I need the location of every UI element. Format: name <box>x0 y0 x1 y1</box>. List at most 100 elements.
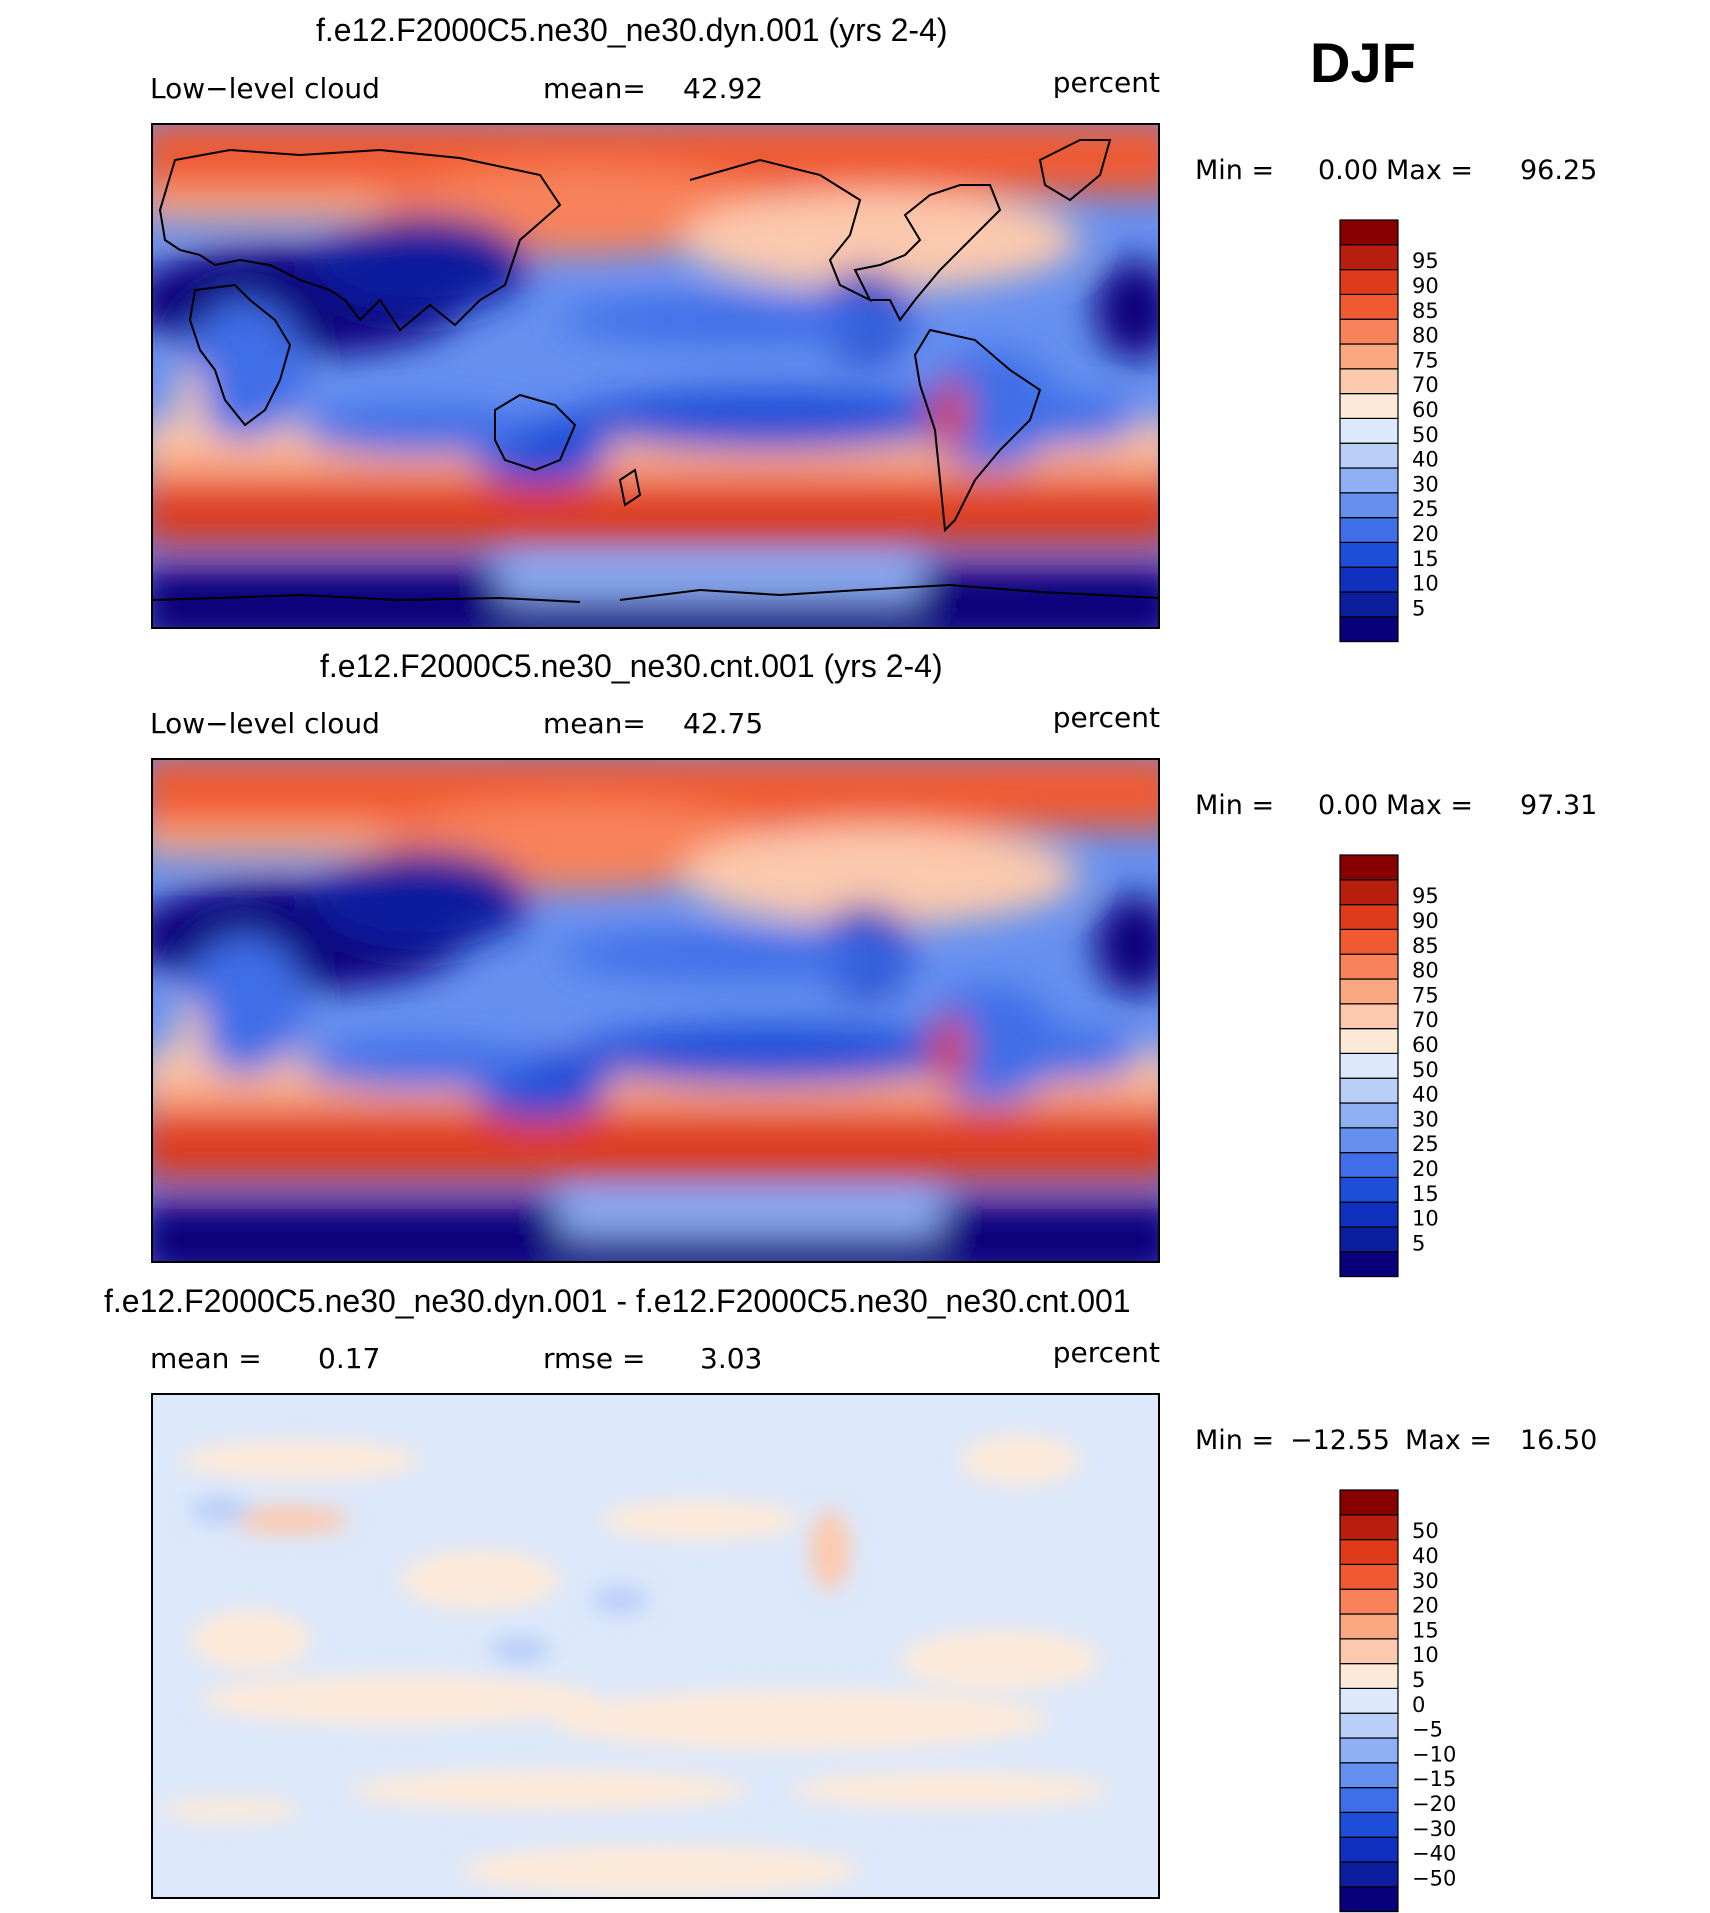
colorbar-label: 50 <box>1412 423 1439 447</box>
min-key: Min = <box>1195 790 1274 821</box>
map-frame <box>151 758 1160 1263</box>
colorbar-swatch <box>1339 467 1399 494</box>
colorbar-swatch <box>1339 1836 1399 1863</box>
colorbar-swatch <box>1339 591 1399 618</box>
colorbar-label: 40 <box>1412 1544 1439 1568</box>
mean-key: mean= <box>543 72 646 105</box>
colorbar-label: −5 <box>1412 1718 1443 1742</box>
colorbar-label: 10 <box>1412 1643 1439 1667</box>
colorbar-swatch <box>1339 1662 1399 1689</box>
colorbar-swatch <box>1339 393 1399 420</box>
colorbar-label: 30 <box>1412 1107 1439 1131</box>
colorbar-swatch <box>1339 269 1399 296</box>
colorbar-label: 20 <box>1412 1157 1439 1181</box>
min-key: Min = <box>1195 155 1274 186</box>
colorbar-swatch <box>1339 1737 1399 1764</box>
colorbar-label: 95 <box>1412 884 1439 908</box>
colorbar-swatch <box>1339 442 1399 469</box>
colorbar-swatch <box>1339 343 1399 370</box>
min-key: Min = <box>1195 1425 1274 1456</box>
panel-title: f.e12.F2000C5.ne30_ne30.dyn.001 (yrs 2-4… <box>316 12 948 48</box>
season-label: DJF <box>1310 31 1416 94</box>
max-key: Max = <box>1386 155 1473 186</box>
colorbar-swatch <box>1339 978 1399 1005</box>
colorbar-swatch <box>1339 1077 1399 1104</box>
colorbar-label: 30 <box>1412 472 1439 496</box>
colorbar-label: 20 <box>1412 522 1439 546</box>
colorbar-label: −40 <box>1412 1842 1456 1866</box>
colorbar-swatch <box>1339 928 1399 955</box>
colorbar-label: 75 <box>1412 983 1439 1007</box>
min-value: 0.00 <box>1318 155 1378 186</box>
colorbar-label: −50 <box>1412 1866 1456 1890</box>
colorbar-label: 10 <box>1412 572 1439 596</box>
colorbar-label: 70 <box>1412 1008 1439 1032</box>
colorbar-label: 0 <box>1412 1693 1425 1717</box>
colorbar-swatch <box>1339 1786 1399 1813</box>
colorbar-swatch <box>1339 903 1399 930</box>
colorbar-swatch <box>1339 1886 1399 1913</box>
colorbar-swatch <box>1339 1201 1399 1228</box>
max-key: Max = <box>1405 1425 1492 1456</box>
colorbar-label: 50 <box>1412 1519 1439 1543</box>
max-value: 97.31 <box>1520 790 1597 821</box>
colorbar-swatch <box>1339 1613 1399 1640</box>
units-label: percent <box>1053 1336 1160 1369</box>
colorbar-label: 25 <box>1412 1132 1439 1156</box>
colorbar-label: 20 <box>1412 1594 1439 1618</box>
colorbar-label: 60 <box>1412 1033 1439 1057</box>
colorbar-swatch <box>1339 1226 1399 1253</box>
colorbar-swatch <box>1339 1687 1399 1714</box>
map-frame <box>151 123 1160 629</box>
panel-title: f.e12.F2000C5.ne30_ne30.cnt.001 (yrs 2-4… <box>320 648 943 684</box>
colorbar-label: 80 <box>1412 324 1439 348</box>
colorbar-swatch <box>1339 1176 1399 1203</box>
mean-key: mean= <box>543 707 646 740</box>
colorbar-swatch <box>1339 1514 1399 1541</box>
colorbar-label: 50 <box>1412 1058 1439 1082</box>
panel-diff: f.e12.F2000C5.ne30_ne30.dyn.001 - f.e12.… <box>104 1283 1597 1913</box>
min-value: −12.55 <box>1290 1425 1390 1456</box>
colorbar-swatch <box>1339 1762 1399 1789</box>
colorbar-swatch <box>1339 318 1399 345</box>
colorbar-swatch <box>1339 616 1399 643</box>
coastlines <box>152 139 1159 603</box>
colorbar-label: −20 <box>1412 1792 1456 1816</box>
field-label: Low−level cloud <box>150 707 380 740</box>
colorbar-label: 40 <box>1412 448 1439 472</box>
colorbar-swatch <box>1339 1127 1399 1154</box>
diff-mean-key: mean = <box>150 1342 262 1375</box>
colorbar-label: 5 <box>1412 1231 1425 1255</box>
colorbar-label: 25 <box>1412 497 1439 521</box>
colorbar-swatch <box>1339 219 1399 246</box>
colorbar-swatch <box>1339 417 1399 444</box>
colorbar-label: 15 <box>1412 547 1439 571</box>
colorbar-label: 80 <box>1412 959 1439 983</box>
colorbar-label: 70 <box>1412 373 1439 397</box>
colorbar-swatch <box>1339 953 1399 980</box>
colorbar-label: 90 <box>1412 909 1439 933</box>
colorbar-label: 90 <box>1412 274 1439 298</box>
colorbar-swatch <box>1339 1151 1399 1178</box>
colorbar-label: 95 <box>1412 249 1439 273</box>
max-value: 96.25 <box>1520 155 1597 186</box>
colorbar-label: 5 <box>1412 1668 1425 1692</box>
max-value: 16.50 <box>1520 1425 1597 1456</box>
colorbar-label: −30 <box>1412 1817 1456 1841</box>
colorbar-swatch <box>1339 516 1399 543</box>
colorbar-swatch <box>1339 1811 1399 1838</box>
colorbar-label: 40 <box>1412 1083 1439 1107</box>
panel-cnt: f.e12.F2000C5.ne30_ne30.cnt.001 (yrs 2-4… <box>150 648 1597 1278</box>
colorbar-label: 15 <box>1412 1618 1439 1642</box>
mean-value: 42.92 <box>683 72 763 105</box>
min-value: 0.00 <box>1318 790 1378 821</box>
mean-value: 42.75 <box>683 707 763 740</box>
colorbar-swatch <box>1339 854 1399 881</box>
rmse-key: rmse = <box>543 1342 645 1375</box>
colorbar-swatch <box>1339 1027 1399 1054</box>
map-field <box>152 124 1159 628</box>
colorbar-label: 60 <box>1412 398 1439 422</box>
colorbar-swatch <box>1339 293 1399 320</box>
